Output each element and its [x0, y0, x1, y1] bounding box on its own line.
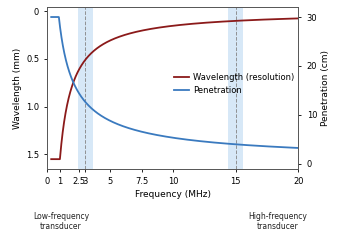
Y-axis label: Penetration (cm): Penetration (cm)	[321, 50, 331, 126]
Bar	[228, 7, 243, 169]
Legend: Wavelength (resolution), Penetration: Wavelength (resolution), Penetration	[174, 73, 294, 95]
Text: Low-frequency
transducer: Low-frequency transducer	[33, 212, 89, 231]
Bar	[78, 7, 93, 169]
X-axis label: Frequency (MHz): Frequency (MHz)	[135, 190, 211, 199]
Text: High-frequency
transducer: High-frequency transducer	[248, 212, 307, 231]
Y-axis label: Wavelength (mm): Wavelength (mm)	[13, 47, 22, 129]
